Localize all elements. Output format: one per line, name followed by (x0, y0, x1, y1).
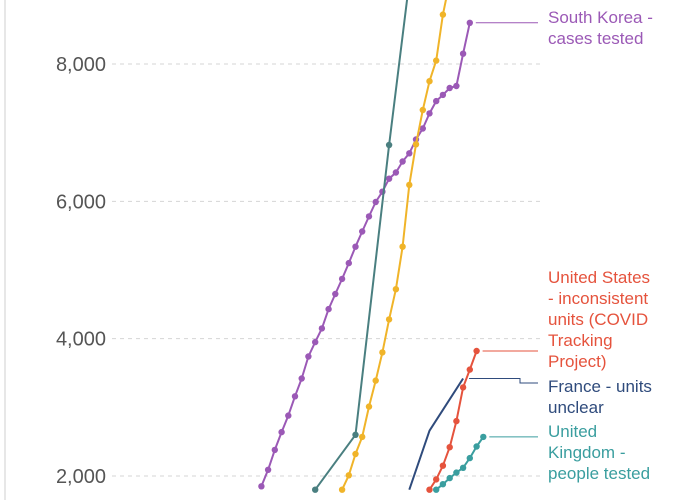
series-label-united_kingdom: people tested (548, 464, 650, 483)
data-point-south_korea (258, 483, 265, 490)
data-point-south_korea (385, 175, 393, 182)
series-label-united_states: Tracking (548, 331, 613, 350)
data-point-orange_unlabeled (352, 450, 359, 458)
data-point-united_kingdom (439, 481, 447, 488)
y-tick-label: 4,000 (56, 329, 106, 351)
data-point-united_kingdom (480, 433, 487, 441)
data-point-south_korea (372, 198, 379, 206)
data-point-south_korea (352, 243, 359, 250)
y-tick-label: 2,000 (56, 466, 106, 488)
data-point-orange_unlabeled (439, 11, 447, 18)
data-point-orange_unlabeled (406, 181, 413, 189)
data-point-south_korea (446, 84, 453, 92)
data-point-south_korea (338, 275, 346, 283)
y-tick-label: 8,000 (56, 54, 106, 76)
data-point-south_korea (264, 466, 272, 473)
series-label-france: unclear (548, 398, 604, 417)
data-point-teal_unlabeled (352, 431, 359, 438)
series-orange_unlabeled (338, 0, 447, 493)
data-point-orange_unlabeled (345, 472, 352, 479)
series-teal_unlabeled (312, 0, 409, 493)
data-point-united_kingdom (473, 443, 480, 450)
data-point-united_states (426, 486, 433, 493)
data-point-orange_unlabeled (365, 403, 373, 410)
data-point-south_korea (325, 305, 332, 313)
data-point-orange_unlabeled (419, 106, 426, 114)
data-point-united_kingdom (446, 474, 453, 482)
data-point-teal_unlabeled (385, 141, 393, 149)
series-label-united_states: units (COVID (548, 310, 648, 329)
series-united_kingdom (433, 433, 487, 493)
series-lines (258, 0, 487, 493)
series-south_korea (258, 19, 473, 490)
data-point-south_korea (433, 97, 440, 105)
y-axis: 2,000 4,000 6,000 8,000 (4, 0, 106, 500)
series-label-united_states: - inconsistent (548, 289, 648, 308)
data-point-south_korea (345, 259, 352, 267)
data-point-orange_unlabeled (426, 78, 433, 85)
series-label-south_korea: cases tested (548, 29, 643, 48)
data-point-south_korea (318, 325, 326, 332)
series-label-france: France - units (548, 377, 652, 396)
data-point-south_korea (426, 110, 433, 117)
leader-line-france (469, 378, 538, 384)
data-point-south_korea (298, 375, 305, 382)
data-point-south_korea (439, 91, 447, 99)
series-label-united_states: Project) (548, 352, 607, 371)
data-point-united_states (473, 347, 480, 355)
series-france (408, 377, 464, 491)
data-point-south_korea (305, 353, 312, 360)
data-point-south_korea (399, 158, 406, 165)
data-point-united_states (466, 366, 473, 373)
series-label-united_kingdom: United (548, 422, 597, 441)
data-point-south_korea (291, 393, 299, 400)
data-point-orange_unlabeled (372, 377, 379, 384)
data-point-south_korea (453, 82, 460, 90)
data-point-united_kingdom (466, 454, 473, 462)
data-point-south_korea (332, 290, 339, 298)
series-label-south_korea: South Korea - (548, 8, 653, 27)
series-line-teal_unlabeled (314, 0, 409, 491)
data-point-south_korea (365, 213, 373, 220)
data-point-orange_unlabeled (338, 486, 346, 493)
data-point-united_states (433, 476, 440, 483)
series-label-united_kingdom: Kingdom - (548, 443, 625, 462)
data-point-south_korea (392, 169, 400, 176)
data-point-south_korea (285, 412, 292, 419)
data-point-south_korea (459, 50, 467, 57)
data-point-south_korea (271, 446, 278, 454)
gridlines (112, 63, 540, 477)
data-point-south_korea (466, 19, 473, 26)
y-tick-label: 6,000 (56, 191, 106, 213)
data-point-united_kingdom (459, 464, 467, 471)
series-label-united_states: United States (548, 268, 650, 287)
data-point-orange_unlabeled (385, 316, 393, 323)
data-point-south_korea (419, 125, 426, 132)
data-point-south_korea (359, 228, 366, 235)
data-point-orange_unlabeled (392, 286, 400, 293)
data-point-orange_unlabeled (379, 349, 386, 356)
data-point-south_korea (406, 150, 413, 157)
series-labels: South Korea - cases tested United States - … (469, 8, 653, 483)
data-point-orange_unlabeled (412, 141, 420, 148)
series-united_states (426, 347, 480, 493)
data-point-united_states (453, 417, 460, 425)
data-point-united_kingdom (433, 486, 440, 493)
data-point-orange_unlabeled (433, 57, 440, 64)
data-point-south_korea (312, 338, 319, 346)
data-point-south_korea (278, 428, 285, 436)
data-point-united_states (439, 462, 447, 469)
data-point-united_states (459, 384, 467, 391)
data-point-teal_unlabeled (312, 486, 319, 493)
data-point-united_states (446, 444, 453, 451)
data-point-orange_unlabeled (399, 243, 406, 250)
data-point-united_kingdom (453, 469, 460, 476)
series-line-france (408, 377, 464, 491)
data-point-orange_unlabeled (359, 433, 366, 441)
